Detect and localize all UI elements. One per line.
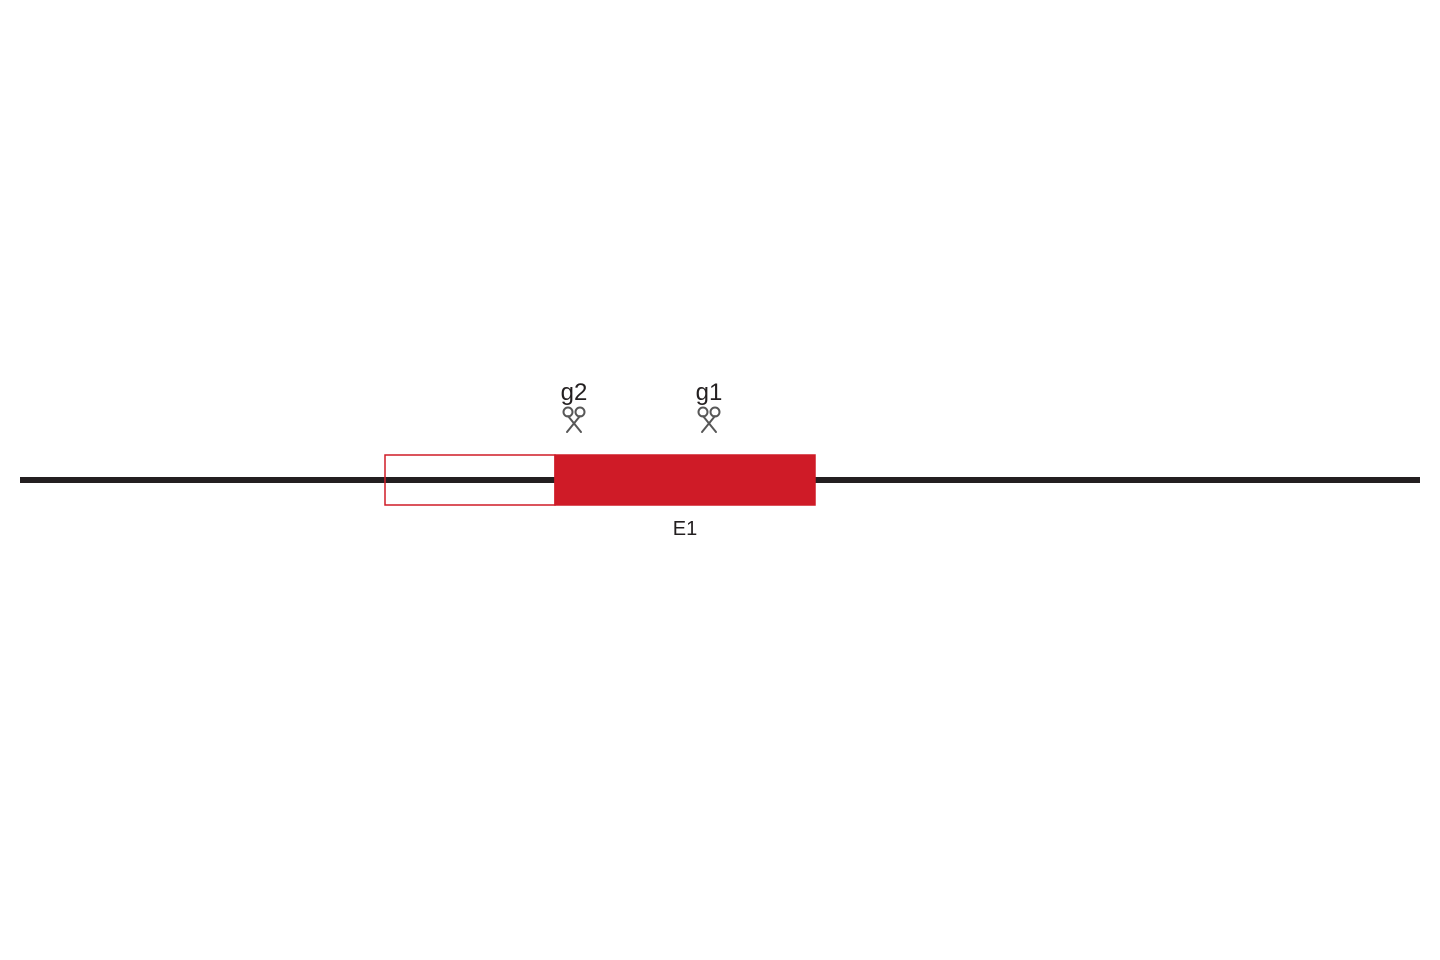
scissors-icon (564, 408, 585, 433)
exon-box (555, 455, 815, 505)
scissors-icon (699, 408, 720, 433)
guide-label-g2: g2 (561, 379, 588, 406)
guide-label-g1: g1 (696, 379, 723, 406)
guides-layer: g2 g1 (561, 379, 723, 432)
guide-g2: g2 (561, 379, 588, 432)
exon-label: E1 (673, 518, 697, 540)
gene-diagram: E1 g2 g1 (0, 0, 1440, 960)
utr-box (385, 455, 555, 505)
guide-g1: g1 (696, 379, 723, 432)
